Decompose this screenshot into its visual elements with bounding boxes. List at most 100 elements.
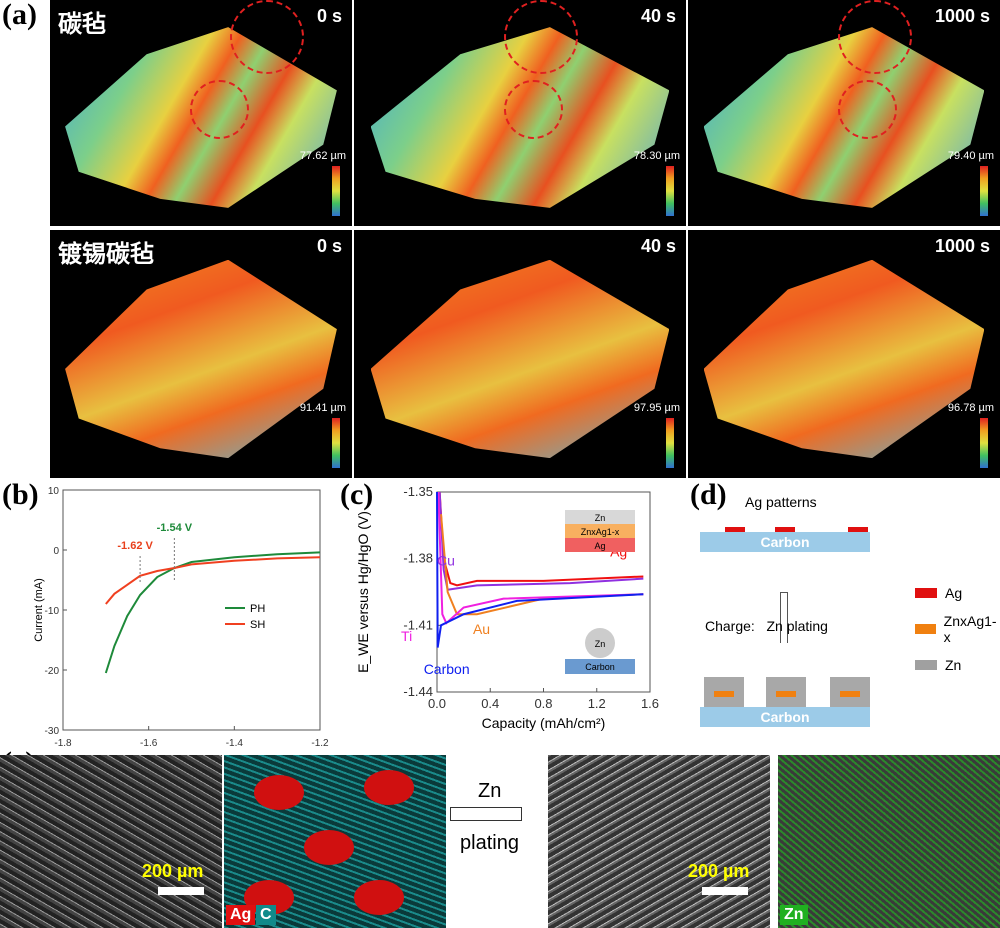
- highlight-circle: [504, 0, 578, 74]
- surface-map: 40 s 97.95 µm: [354, 230, 686, 478]
- highlight-circle: [504, 80, 563, 139]
- legend-label: PH: [250, 603, 265, 615]
- y-axis-label: Current (mA): [33, 578, 45, 642]
- x-axis-label: Capacity (mAh/cm²): [482, 715, 606, 731]
- series-line-ph: [104, 551, 321, 674]
- inset-layer-label: ZnxAg1-x: [581, 527, 620, 537]
- y-axis-label: E_WE versus Hg/HgO (V): [355, 511, 371, 673]
- ag-pattern-spot: [304, 830, 354, 865]
- ag-patterns-label: Ag patterns: [745, 494, 817, 510]
- colorbar: [332, 166, 340, 216]
- carbon-substrate-top: Carbon: [700, 532, 870, 552]
- arrow-label-bottom: plating: [460, 832, 519, 854]
- row-label: 碳毡: [58, 11, 106, 38]
- y-tick-label: -1.35: [403, 484, 433, 499]
- ag-pattern: [725, 527, 745, 532]
- inset-layer: [565, 538, 635, 552]
- height-scale-label: 78.30 µm: [633, 150, 680, 162]
- inset-label: Carbon: [585, 662, 615, 672]
- arrow-label-top: Zn: [478, 780, 502, 802]
- ag-pattern: [775, 527, 795, 532]
- colorbar: [980, 418, 988, 468]
- inset-layer: [565, 510, 635, 524]
- legend-label: SH: [250, 619, 265, 631]
- zn-particle: [585, 628, 615, 658]
- zn-deposit: [830, 677, 870, 707]
- surface-map: 40 s 78.30 µm: [354, 0, 686, 226]
- legend-item: Zn: [915, 657, 1000, 673]
- time-label: 40 s: [640, 236, 676, 256]
- legend-swatch: [915, 660, 937, 670]
- inset-layer-label: Zn: [595, 513, 606, 523]
- row-label: 镀锡碳毡: [58, 241, 154, 268]
- legend-swatch: [915, 588, 937, 598]
- surface-plot: [65, 259, 337, 459]
- sem-image-before: 200 µm: [0, 755, 222, 928]
- series-line-carbon: [436, 491, 644, 648]
- highlight-circle: [838, 0, 912, 74]
- inset-layer: [565, 524, 635, 538]
- time-label: 1000 s: [934, 236, 990, 256]
- height-scale-label: 97.95 µm: [633, 402, 680, 414]
- colorbar: [666, 418, 674, 468]
- surface-plot: [703, 259, 985, 459]
- y-tick-label: 10: [48, 486, 60, 497]
- colorbar: [332, 418, 340, 468]
- time-label: 0 s: [316, 6, 342, 26]
- surface-map: 1000 s 96.78 µm: [688, 230, 1000, 478]
- height-scale-label: 96.78 µm: [947, 402, 994, 414]
- legend-label: ZnxAg1-x: [943, 613, 997, 645]
- y-tick-label: -1.38: [403, 551, 433, 566]
- carbon-substrate-bottom: Carbon: [700, 707, 870, 727]
- series-label: Au: [473, 621, 490, 637]
- legend-item: Ag: [915, 585, 1000, 601]
- carbon-substrate: [565, 659, 635, 674]
- inset-layer-label: Ag: [594, 541, 605, 551]
- height-scale-label: 77.62 µm: [299, 150, 346, 162]
- y-tick-label: -1.41: [403, 617, 433, 632]
- series-line-cu: [438, 491, 644, 591]
- y-tick-label: 0: [53, 546, 59, 557]
- colorbar: [666, 166, 674, 216]
- annotation-label: -1.54 V: [157, 522, 193, 534]
- height-scale-label: 91.41 µm: [299, 402, 346, 414]
- scale-bar-label: 200 µm: [688, 861, 750, 881]
- eds-map-ag-c: Ag C: [224, 755, 446, 928]
- panel-label-a: (a): [2, 0, 37, 31]
- right-arrow-icon: [450, 807, 522, 821]
- x-tick-label: -1.4: [226, 738, 244, 749]
- time-label: 0 s: [316, 236, 342, 256]
- surface-plot: [370, 259, 670, 459]
- process-label: Charge: Zn plating: [705, 618, 828, 634]
- annotation-label: -1.62 V: [117, 540, 153, 552]
- series-label: Cu: [437, 552, 455, 568]
- x-tick-label: -1.8: [54, 738, 72, 749]
- highlight-circle: [230, 0, 304, 74]
- surface-map: 0 s 77.62 µm 碳毡: [50, 0, 352, 226]
- ag-pattern-spot: [364, 770, 414, 805]
- scale-bar: [158, 887, 204, 895]
- ag-pattern-spot: [354, 880, 404, 915]
- series-label: Ti: [401, 628, 412, 644]
- y-tick-label: -1.44: [403, 684, 433, 699]
- y-tick-label: -20: [45, 666, 60, 677]
- scale-bar-label: 200 µm: [142, 861, 204, 881]
- panel-label-b: (b): [2, 478, 39, 511]
- legend-label: Ag: [945, 585, 963, 601]
- surface-map: 1000 s 79.40 µm: [688, 0, 1000, 226]
- eds-map-zn: Zn: [778, 755, 1000, 928]
- colorbar: [980, 166, 988, 216]
- highlight-circle: [190, 80, 249, 139]
- down-arrow-icon: [780, 592, 788, 643]
- x-tick-label: 1.2: [588, 696, 606, 711]
- zn-deposit: [704, 677, 744, 707]
- surface-map: 0 s 91.41 µm 镀锡碳毡: [50, 230, 352, 478]
- time-label: 40 s: [640, 6, 676, 26]
- series-line-ti: [437, 491, 644, 625]
- zn-deposit: [766, 677, 806, 707]
- y-tick-label: -10: [45, 606, 60, 617]
- x-tick-label: 1.6: [641, 696, 659, 711]
- x-tick-label: 0.4: [481, 696, 499, 711]
- series-label: Carbon: [424, 661, 470, 677]
